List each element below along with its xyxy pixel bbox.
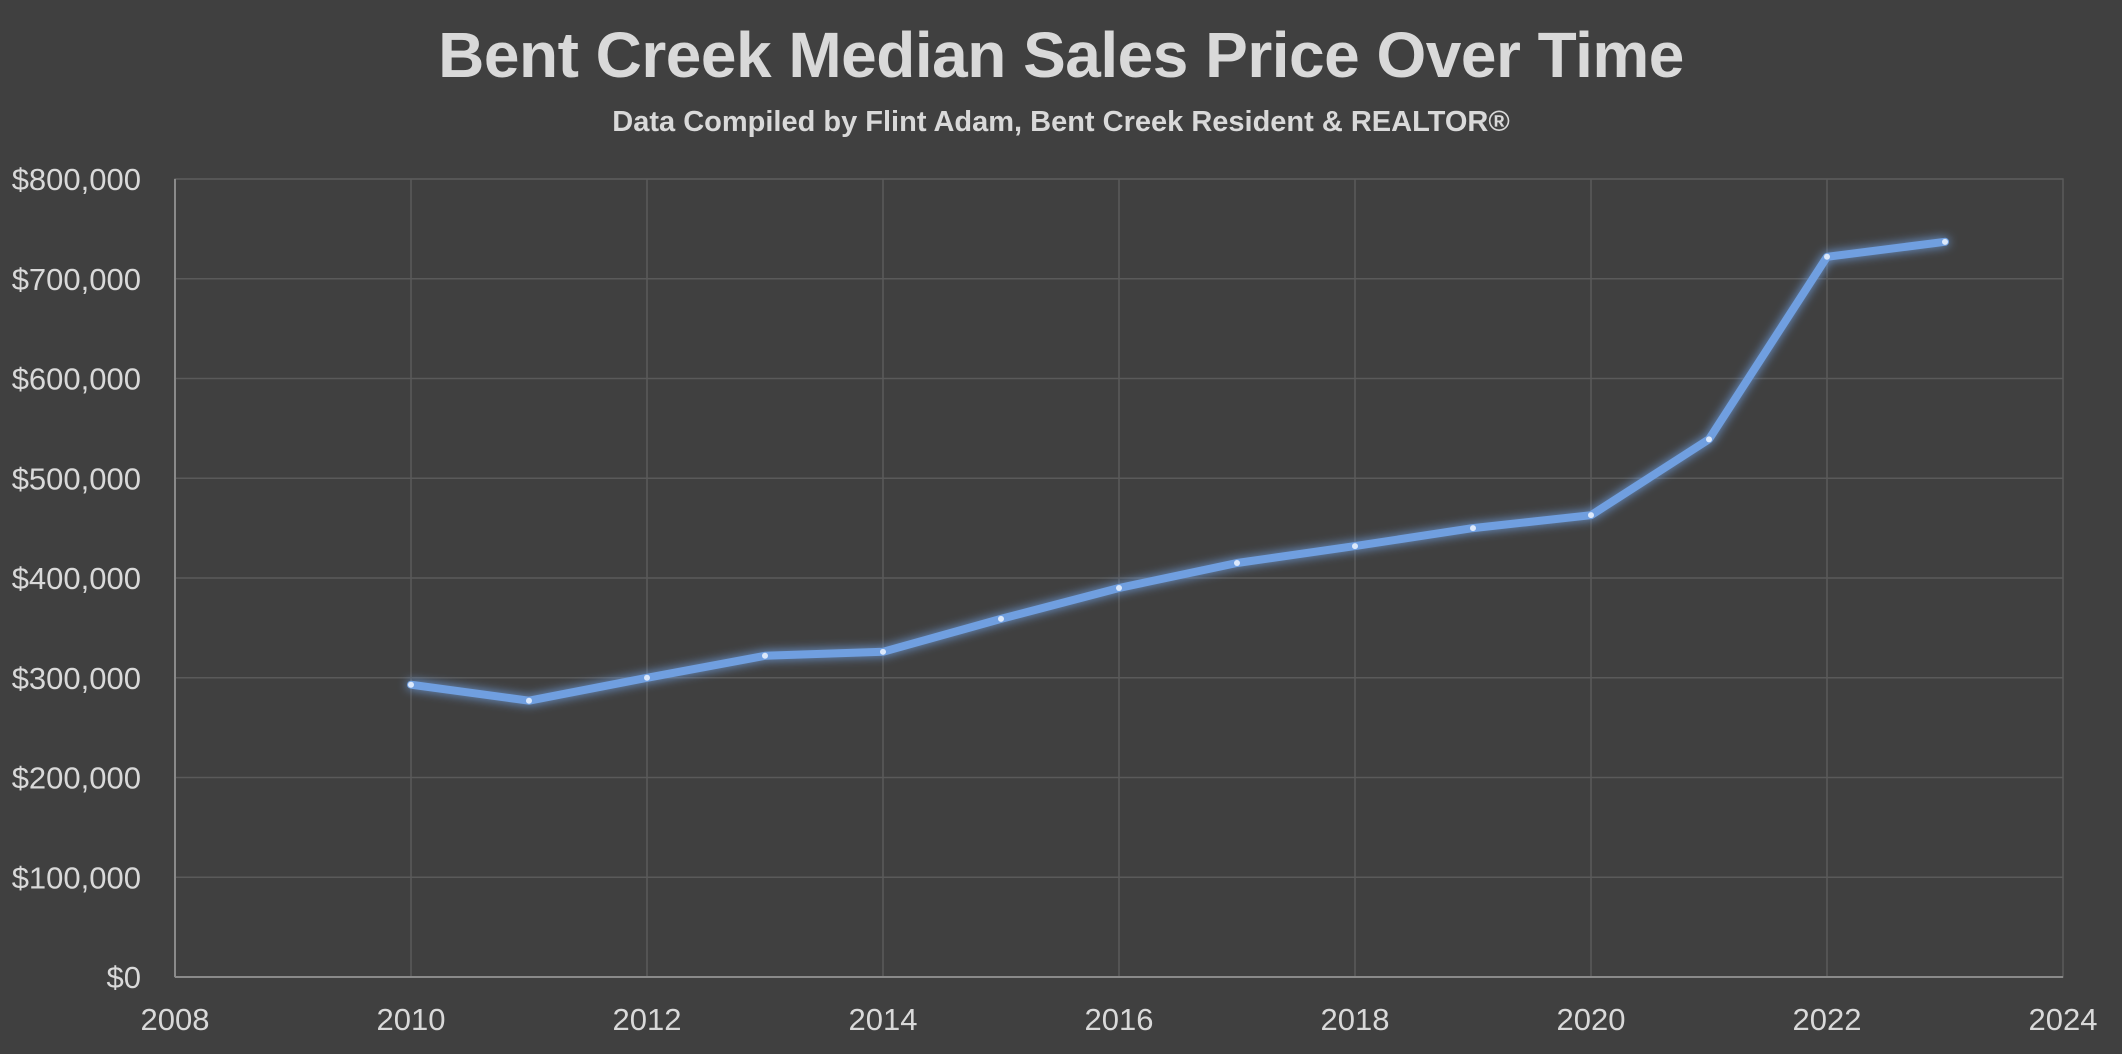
chart-subtitle: Data Compiled by Flint Adam, Bent Creek … (612, 106, 1510, 138)
x-tick-label: 2022 (1793, 1002, 1862, 1037)
data-point (526, 697, 532, 704)
x-tick-label: 2016 (1085, 1002, 1154, 1037)
series-line (407, 237, 1949, 705)
data-point (1352, 543, 1358, 550)
x-tick-label: 2014 (849, 1002, 918, 1037)
x-tick-label: 2010 (377, 1002, 446, 1037)
x-tick-label: 2024 (2029, 1002, 2098, 1037)
y-tick-label: $600,000 (12, 362, 141, 397)
data-point (1470, 525, 1476, 532)
y-tick-label: $700,000 (12, 262, 141, 297)
data-point (762, 652, 768, 659)
y-tick-label: $0 (107, 960, 141, 995)
data-point (408, 681, 414, 688)
y-tick-label: $500,000 (12, 461, 141, 496)
data-point (1824, 253, 1830, 260)
series-layer (407, 237, 1949, 705)
data-point (1706, 436, 1712, 443)
y-tick-label: $400,000 (12, 561, 141, 596)
tick-labels: $0 $100,000 $200,000 $300,000 $400,000 $500,0… (12, 162, 2098, 1037)
data-point (998, 615, 1004, 622)
y-tick-label: $100,000 (12, 860, 141, 895)
x-tick-label: 2012 (613, 1002, 682, 1037)
y-tick-label: $800,000 (12, 162, 141, 197)
data-point (1942, 238, 1948, 245)
y-tick-label: $300,000 (12, 661, 141, 696)
grid-lines (174, 178, 2063, 978)
data-point (880, 648, 886, 655)
x-tick-label: 2020 (1557, 1002, 1626, 1037)
data-point (644, 674, 650, 681)
x-tick-label: 2018 (1321, 1002, 1390, 1037)
x-tick-label: 2008 (141, 1002, 210, 1037)
data-point (1234, 560, 1240, 567)
data-point (1116, 584, 1122, 591)
data-point (1588, 512, 1594, 519)
y-tick-label: $200,000 (12, 761, 141, 796)
chart-title: Bent Creek Median Sales Price Over Time (438, 19, 1684, 91)
